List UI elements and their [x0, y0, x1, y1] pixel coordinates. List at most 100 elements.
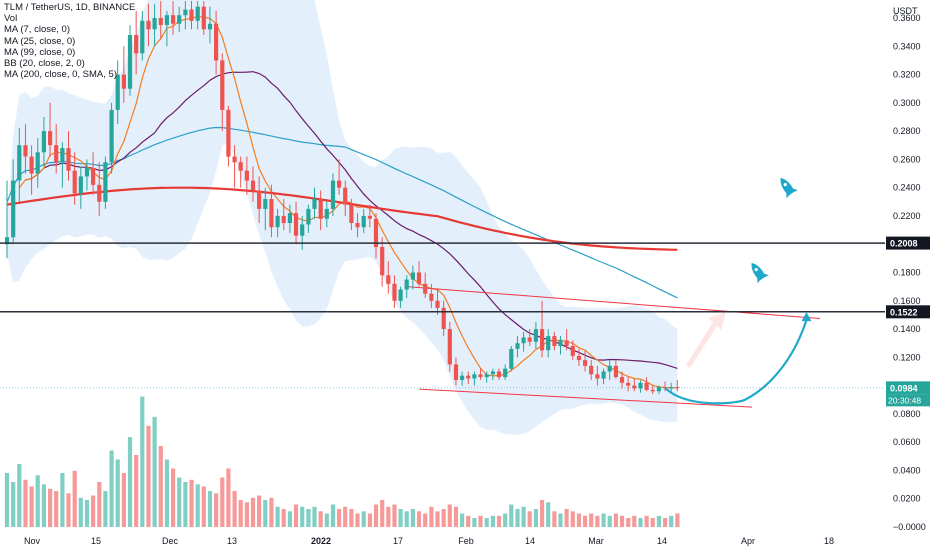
volume-bar [453, 506, 459, 528]
volume-bar [281, 509, 286, 527]
price-tick-label: 0.2600 [893, 154, 921, 164]
volume-bar [250, 497, 256, 528]
volume-bar [134, 455, 139, 527]
volume-bar [244, 502, 249, 528]
volume-bar [373, 504, 379, 527]
volume-bar [478, 515, 483, 528]
trendlines[interactable] [406, 286, 821, 408]
volume-bar [84, 500, 90, 527]
candle-body [146, 20, 151, 30]
price-tick-label: −0.0000 [893, 522, 926, 532]
lower-level-tag-text: 0.1522 [890, 307, 918, 317]
candle-body [570, 346, 575, 356]
candle-body [355, 223, 360, 228]
volume-bar [115, 459, 120, 527]
bollinger-bands [7, 0, 678, 435]
candle-body [515, 343, 520, 349]
candle-body [453, 364, 459, 380]
volume-bar [207, 491, 213, 527]
volume-bar [355, 513, 360, 527]
indicator-ma200[interactable]: MA (200, close, 0, SMA, 5) [4, 69, 117, 81]
price-tick-label: 0.2200 [893, 211, 921, 221]
indicator-bb[interactable]: BB (20, close, 2, 0) [4, 58, 85, 70]
candle-body [650, 389, 655, 392]
volume-bar [226, 468, 231, 527]
candle-body [589, 365, 594, 375]
volume-bar [121, 473, 126, 527]
axis-currency-label: USDT [893, 6, 918, 16]
candle-body [484, 374, 489, 378]
candle-body [84, 167, 90, 177]
volume-bar [48, 488, 53, 528]
candle-body [392, 283, 397, 301]
candle-body [244, 170, 249, 181]
volume-bar [41, 484, 46, 528]
volume-bar [404, 511, 409, 528]
candle-body [423, 283, 428, 294]
volume-bar [527, 511, 532, 528]
volume-bars [4, 396, 680, 528]
volume-bar [490, 515, 495, 528]
candle-body [232, 156, 237, 163]
candle-body [552, 336, 557, 346]
countdown-tag: 20:30:48 [886, 394, 930, 407]
candle-body [189, 9, 194, 21]
candle-body [626, 382, 631, 386]
candle-body [478, 374, 483, 378]
price-tick-label: 0.1200 [893, 352, 921, 362]
candlesticks [4, 1, 680, 395]
volume-bar [638, 518, 643, 527]
candle-body [361, 215, 366, 228]
candle-body [269, 199, 274, 228]
volume-bar [66, 493, 71, 528]
volume-bar [392, 504, 397, 527]
rocket-body [780, 177, 795, 196]
candle-body [263, 199, 268, 209]
volume-bar [626, 518, 631, 527]
volume-bar [570, 511, 575, 528]
volume-bar [97, 482, 102, 527]
horizontal-levels[interactable] [0, 242, 885, 389]
volume-bar [367, 513, 372, 527]
indicator-ma99[interactable]: MA (99, close, 0) [4, 46, 76, 58]
volume-bar [619, 515, 625, 528]
candle-body [435, 300, 440, 308]
volume-bar [257, 495, 262, 527]
upper-level-tag-bg [886, 236, 930, 250]
volume-bar [127, 437, 133, 527]
candle-body [595, 374, 600, 379]
candle-body [226, 109, 231, 157]
symbol-title[interactable]: TLM / TetherUS, 1D, BINANCE [4, 2, 136, 13]
candle-body [632, 385, 637, 389]
volume-bar [675, 513, 680, 527]
forecast-arrow-head [801, 312, 812, 322]
indicator-vol[interactable]: Vol [4, 13, 18, 25]
candle-body [466, 375, 471, 379]
indicator-ma25[interactable]: MA (25, close, 0) [4, 35, 76, 47]
volume-bar [263, 500, 268, 527]
volume-bar [306, 509, 311, 527]
forecast-curve [664, 319, 808, 405]
volume-bar [337, 509, 342, 527]
indicator-ma7[interactable]: MA (7, close, 0) [4, 24, 70, 36]
candle-body [29, 156, 34, 174]
date-tick-label: 18 [824, 536, 834, 546]
lower-level-tag: 0.1522 [886, 305, 930, 319]
volume-bar [140, 396, 145, 527]
date-tick-label: Mar [588, 536, 604, 546]
candle-body [669, 387, 674, 389]
volume-bar [564, 509, 569, 527]
volume-bar [171, 468, 176, 527]
candle-body [490, 371, 495, 375]
candle-body [11, 180, 16, 238]
candle-body [60, 148, 65, 163]
forecast-arrows[interactable] [664, 312, 812, 405]
volume-bar [466, 515, 471, 528]
volume-bar [195, 484, 200, 528]
volume-bar [410, 509, 415, 527]
volume-bar [189, 479, 194, 528]
volume-bar [361, 511, 366, 528]
candle-body [613, 365, 618, 378]
candle-body [607, 365, 612, 372]
